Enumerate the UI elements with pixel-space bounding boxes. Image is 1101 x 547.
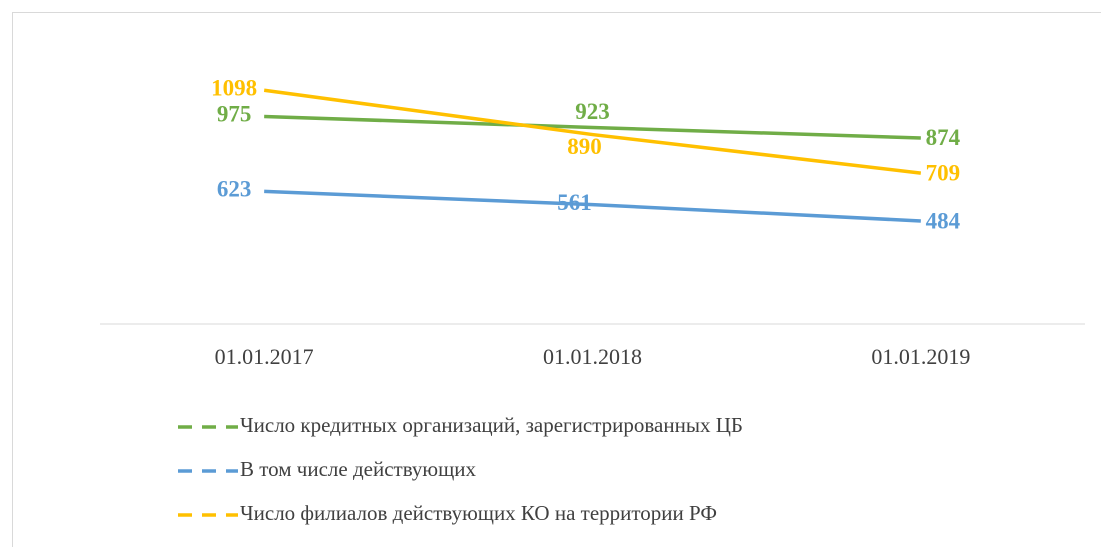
series-line	[263, 88, 922, 175]
series-line	[264, 114, 921, 140]
legend-label: В том числе действующих	[240, 457, 477, 481]
x-tick-label: 01.01.2018	[543, 344, 642, 369]
data-label: 975	[217, 102, 252, 127]
data-label: 874	[926, 125, 961, 150]
data-label: 890	[567, 134, 602, 159]
x-tick-label: 01.01.2017	[215, 344, 314, 369]
data-label: 623	[217, 177, 252, 202]
data-label: 709	[926, 160, 961, 185]
data-label: 923	[575, 99, 610, 124]
series-line	[264, 189, 921, 223]
data-label: 1098	[211, 76, 257, 101]
legend-label: Число филиалов действующих КО на террито…	[240, 501, 717, 525]
x-tick-label: 01.01.2019	[871, 344, 970, 369]
chart-border	[12, 12, 1101, 547]
data-label: 561	[557, 190, 592, 215]
data-label: 484	[926, 208, 961, 233]
legend-label: Число кредитных организаций, зарегистрир…	[240, 413, 743, 437]
